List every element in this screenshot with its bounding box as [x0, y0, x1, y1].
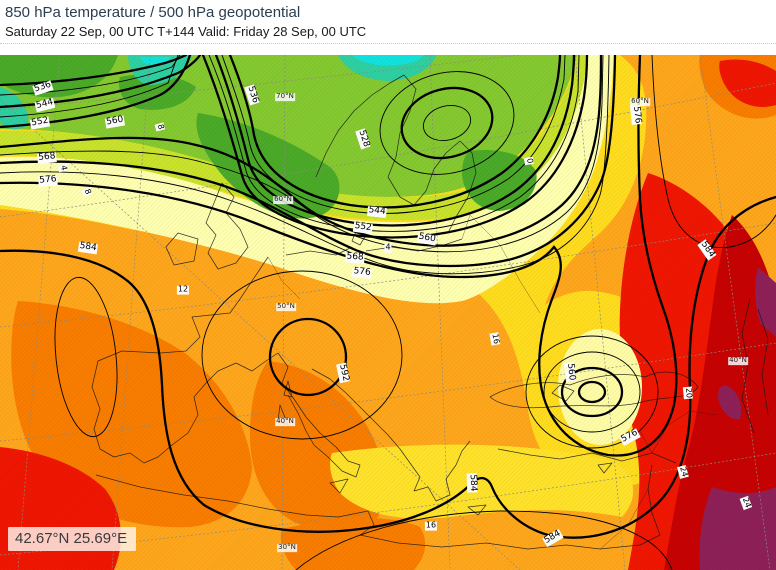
forecast-time-subtitle: Saturday 22 Sep, 00 UTC T+144 Valid: Fri… — [5, 24, 367, 40]
temperature-fill-layer — [0, 55, 776, 570]
weather-map[interactable]: 536 544 552 560 568 576 584 536 528 544 552 560 568 5… — [0, 55, 776, 570]
map-header: 850 hPa temperature / 500 hPa geopotenti… — [0, 0, 776, 44]
geopotential-contours — [0, 55, 776, 570]
contours-thin — [0, 55, 776, 570]
coordinate-badge: 42.67°N 25.69°E — [8, 527, 137, 551]
page-title: 850 hPa temperature / 500 hPa geopotenti… — [5, 4, 301, 21]
contours-thick — [0, 55, 776, 539]
map-canvas — [0, 55, 776, 570]
country-borders — [267, 214, 717, 550]
graticule — [0, 55, 776, 570]
